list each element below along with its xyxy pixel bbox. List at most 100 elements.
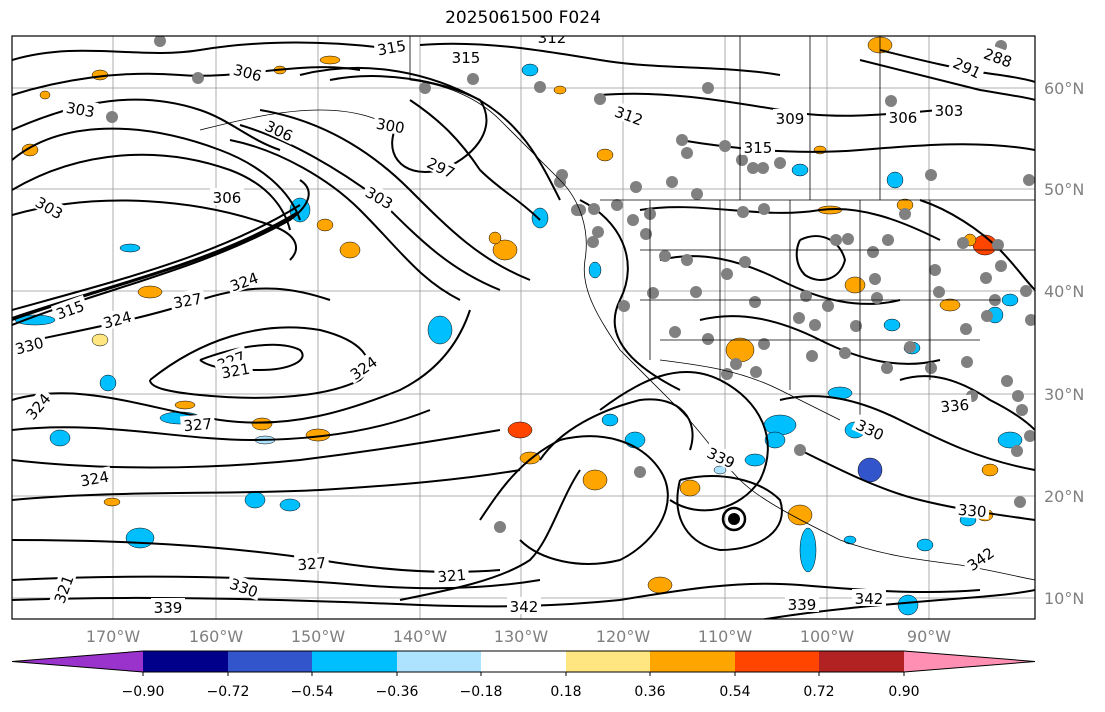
contour-label-bg: [932, 101, 966, 118]
anomaly-patch: [251, 417, 273, 431]
anomaly-patch: [844, 276, 866, 294]
station-dot: [659, 250, 671, 262]
contour-label-bg: [210, 188, 244, 205]
contour-line: [12, 575, 541, 590]
contour-label-bg: [12, 332, 48, 358]
station-dot: [961, 356, 973, 368]
anomaly-patch: [279, 498, 301, 512]
station-dot: [960, 323, 972, 335]
contour-line: [779, 395, 1035, 471]
station-dot: [1012, 390, 1024, 402]
anomaly-patch: [49, 429, 71, 447]
contour-label: 315: [376, 37, 407, 60]
contour-line: [759, 589, 1035, 619]
anomaly-patch: [981, 463, 999, 477]
station-dot: [702, 333, 714, 345]
contour-line: [399, 469, 581, 601]
colorbar-tick-label: 0.36: [634, 684, 665, 700]
contour-line: [899, 375, 1035, 431]
station-dot: [106, 111, 118, 123]
anomaly-patch: [763, 414, 797, 436]
station-dot: [592, 226, 604, 238]
contour-line: [479, 435, 669, 565]
longitude-label: 120°W: [596, 627, 651, 646]
colorbar-segment: [819, 651, 904, 672]
station-dot: [992, 239, 1004, 251]
contour-label-bg: [979, 42, 1018, 71]
contour-label: 339: [154, 599, 183, 617]
longitude-label: 100°W: [800, 627, 855, 646]
station-dot: [839, 347, 851, 359]
contour-label-bg: [741, 138, 775, 155]
station-dot: [739, 256, 751, 268]
longitude-label: 130°W: [494, 627, 549, 646]
contour-label-bg: [610, 100, 649, 129]
station-dot: [647, 287, 659, 299]
contour-label: 303: [935, 102, 964, 120]
station-dot: [867, 246, 879, 258]
contour-label: 315: [744, 139, 773, 157]
station-dot: [885, 95, 897, 107]
anomaly-patch: [624, 431, 646, 449]
colorbar-tick-label: 0.90: [888, 684, 919, 700]
north-america-coastline: [409, 36, 1035, 581]
anomaly-patch: [21, 143, 39, 157]
station-dot: [669, 326, 681, 338]
anomaly-patch: [99, 374, 117, 392]
anomaly-patch: [897, 594, 919, 616]
contour-label-bg: [851, 413, 890, 444]
anomaly-patch: [883, 318, 901, 332]
contour-line: [12, 469, 521, 501]
colorbar-tick-label: −0.90: [122, 684, 165, 700]
station-dot: [871, 292, 883, 304]
station-dot: [681, 147, 693, 159]
colorbar-segment: [312, 651, 397, 672]
contour-line: [419, 42, 781, 76]
us-mexico-border: [659, 359, 841, 421]
contour-line: [12, 199, 297, 261]
contour-label-bg: [224, 266, 263, 295]
anomaly-patch: [764, 431, 786, 449]
contour-label: 342: [510, 598, 539, 616]
station-dot: [774, 157, 786, 169]
station-dot: [1024, 430, 1035, 442]
station-dot: [571, 204, 583, 216]
contour-label-bg: [30, 191, 69, 223]
latitude-label: 10°N: [1044, 589, 1084, 608]
colorbar-extend-min: [12, 651, 143, 672]
colorbar-tick-label: −0.18: [460, 684, 503, 700]
contour-label-bg: [507, 597, 541, 614]
station-dot: [1011, 445, 1023, 457]
anomaly-patch: [596, 148, 614, 162]
contour-label: 324: [79, 468, 110, 491]
contour-label-bg: [422, 151, 461, 182]
contour-label-bg: [535, 36, 569, 45]
station-dot: [809, 319, 821, 331]
contour-label-bg: [50, 294, 89, 323]
longitude-labels: 170°W 160°W 150°W 140°W 130°W 120°W 110°W 100°W…: [86, 627, 951, 646]
station-dot: [681, 254, 693, 266]
contour-label: 306: [213, 189, 242, 207]
contour-line: [299, 67, 561, 201]
colorbar-tick-label: −0.54: [291, 684, 334, 700]
station-dot: [1020, 285, 1032, 297]
station-dot: [806, 350, 818, 362]
contour-label-bg: [98, 306, 136, 332]
latitude-label: 20°N: [1044, 487, 1084, 506]
contour-label: 300: [375, 115, 406, 138]
colorbar-segment: [397, 651, 481, 672]
colorbar-segment: [481, 651, 566, 672]
contour-line: [329, 75, 488, 173]
contour-label-bg: [360, 181, 399, 213]
contour-line: [619, 582, 981, 601]
contour-line: [12, 41, 401, 61]
station-dot: [721, 268, 733, 280]
latitude-label: 30°N: [1044, 385, 1084, 404]
contour-line: [659, 255, 901, 305]
contour-label-bg: [373, 36, 410, 58]
latitude-label: 40°N: [1044, 282, 1084, 301]
contour-line: [12, 127, 301, 221]
contour-label-bg: [344, 350, 382, 384]
contour-label: 321: [220, 360, 251, 383]
station-dot: [634, 466, 646, 478]
